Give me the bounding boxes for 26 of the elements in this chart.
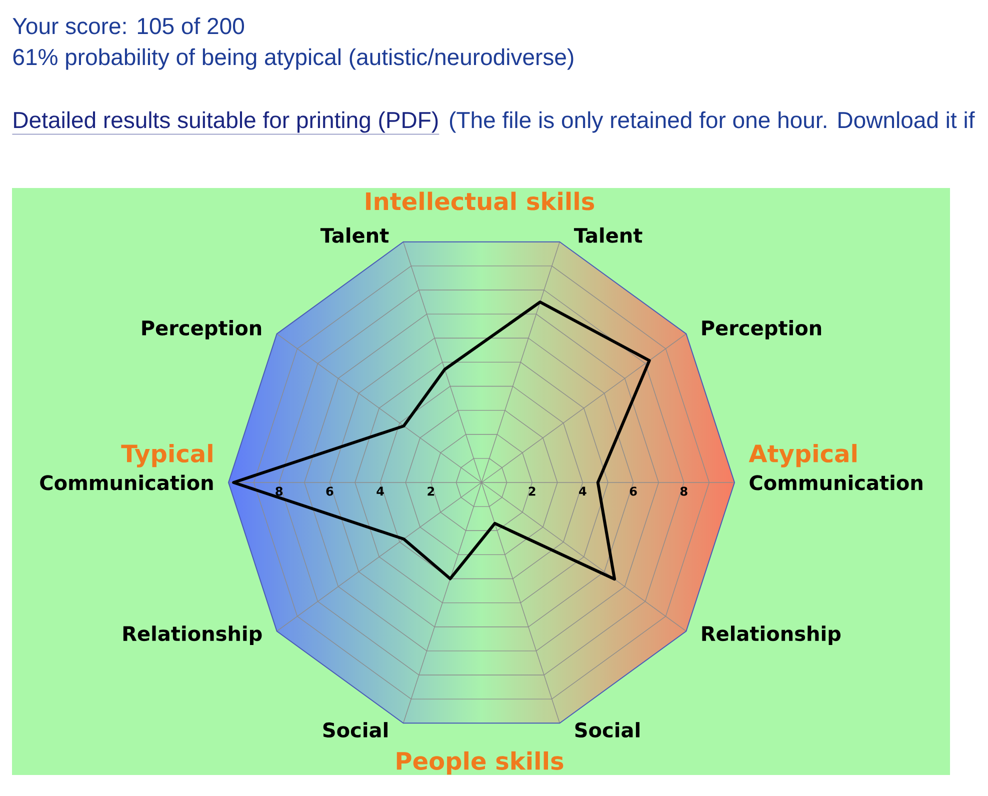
text: (The file is only retained for one hour. Download it if [450, 111, 975, 133]
y-tick-label: 8 [680, 486, 688, 496]
text: Atypical [748, 444, 856, 468]
chart-title: Your score: 105 of 200 [12, 17, 244, 34]
spoke-label: Perception [142, 320, 262, 340]
spoke-label: Relationship [123, 626, 262, 645]
text: People skills [396, 751, 564, 775]
spoke-label: Talent [320, 227, 389, 243]
spoke-label: Social [575, 722, 640, 738]
spoke-label: Communication [40, 474, 213, 490]
spoke-label: Social [323, 722, 388, 738]
spoke-label: Talent [574, 227, 642, 243]
text: Detailed results suitable for printing (PDF) [14, 111, 438, 133]
spoke-label: Relationship [702, 626, 841, 645]
y-tick-label: 8 [276, 486, 283, 496]
y-tick-label: 6 [630, 486, 637, 496]
spoke-label: Communication [750, 474, 922, 490]
text: Typical [121, 444, 212, 468]
chart-subtitle: 61% probability of being atypical (autistic/neurodiverse) [13, 48, 574, 70]
y-tick-label: 2 [428, 486, 434, 496]
y-tick-label: 6 [326, 486, 334, 496]
spoke-label: Perception [702, 320, 822, 340]
y-tick-label: 4 [579, 486, 586, 496]
y-tick-label: 4 [376, 486, 384, 496]
y-tick-label: 2 [528, 486, 536, 496]
text: Intellectual skills [366, 192, 594, 210]
